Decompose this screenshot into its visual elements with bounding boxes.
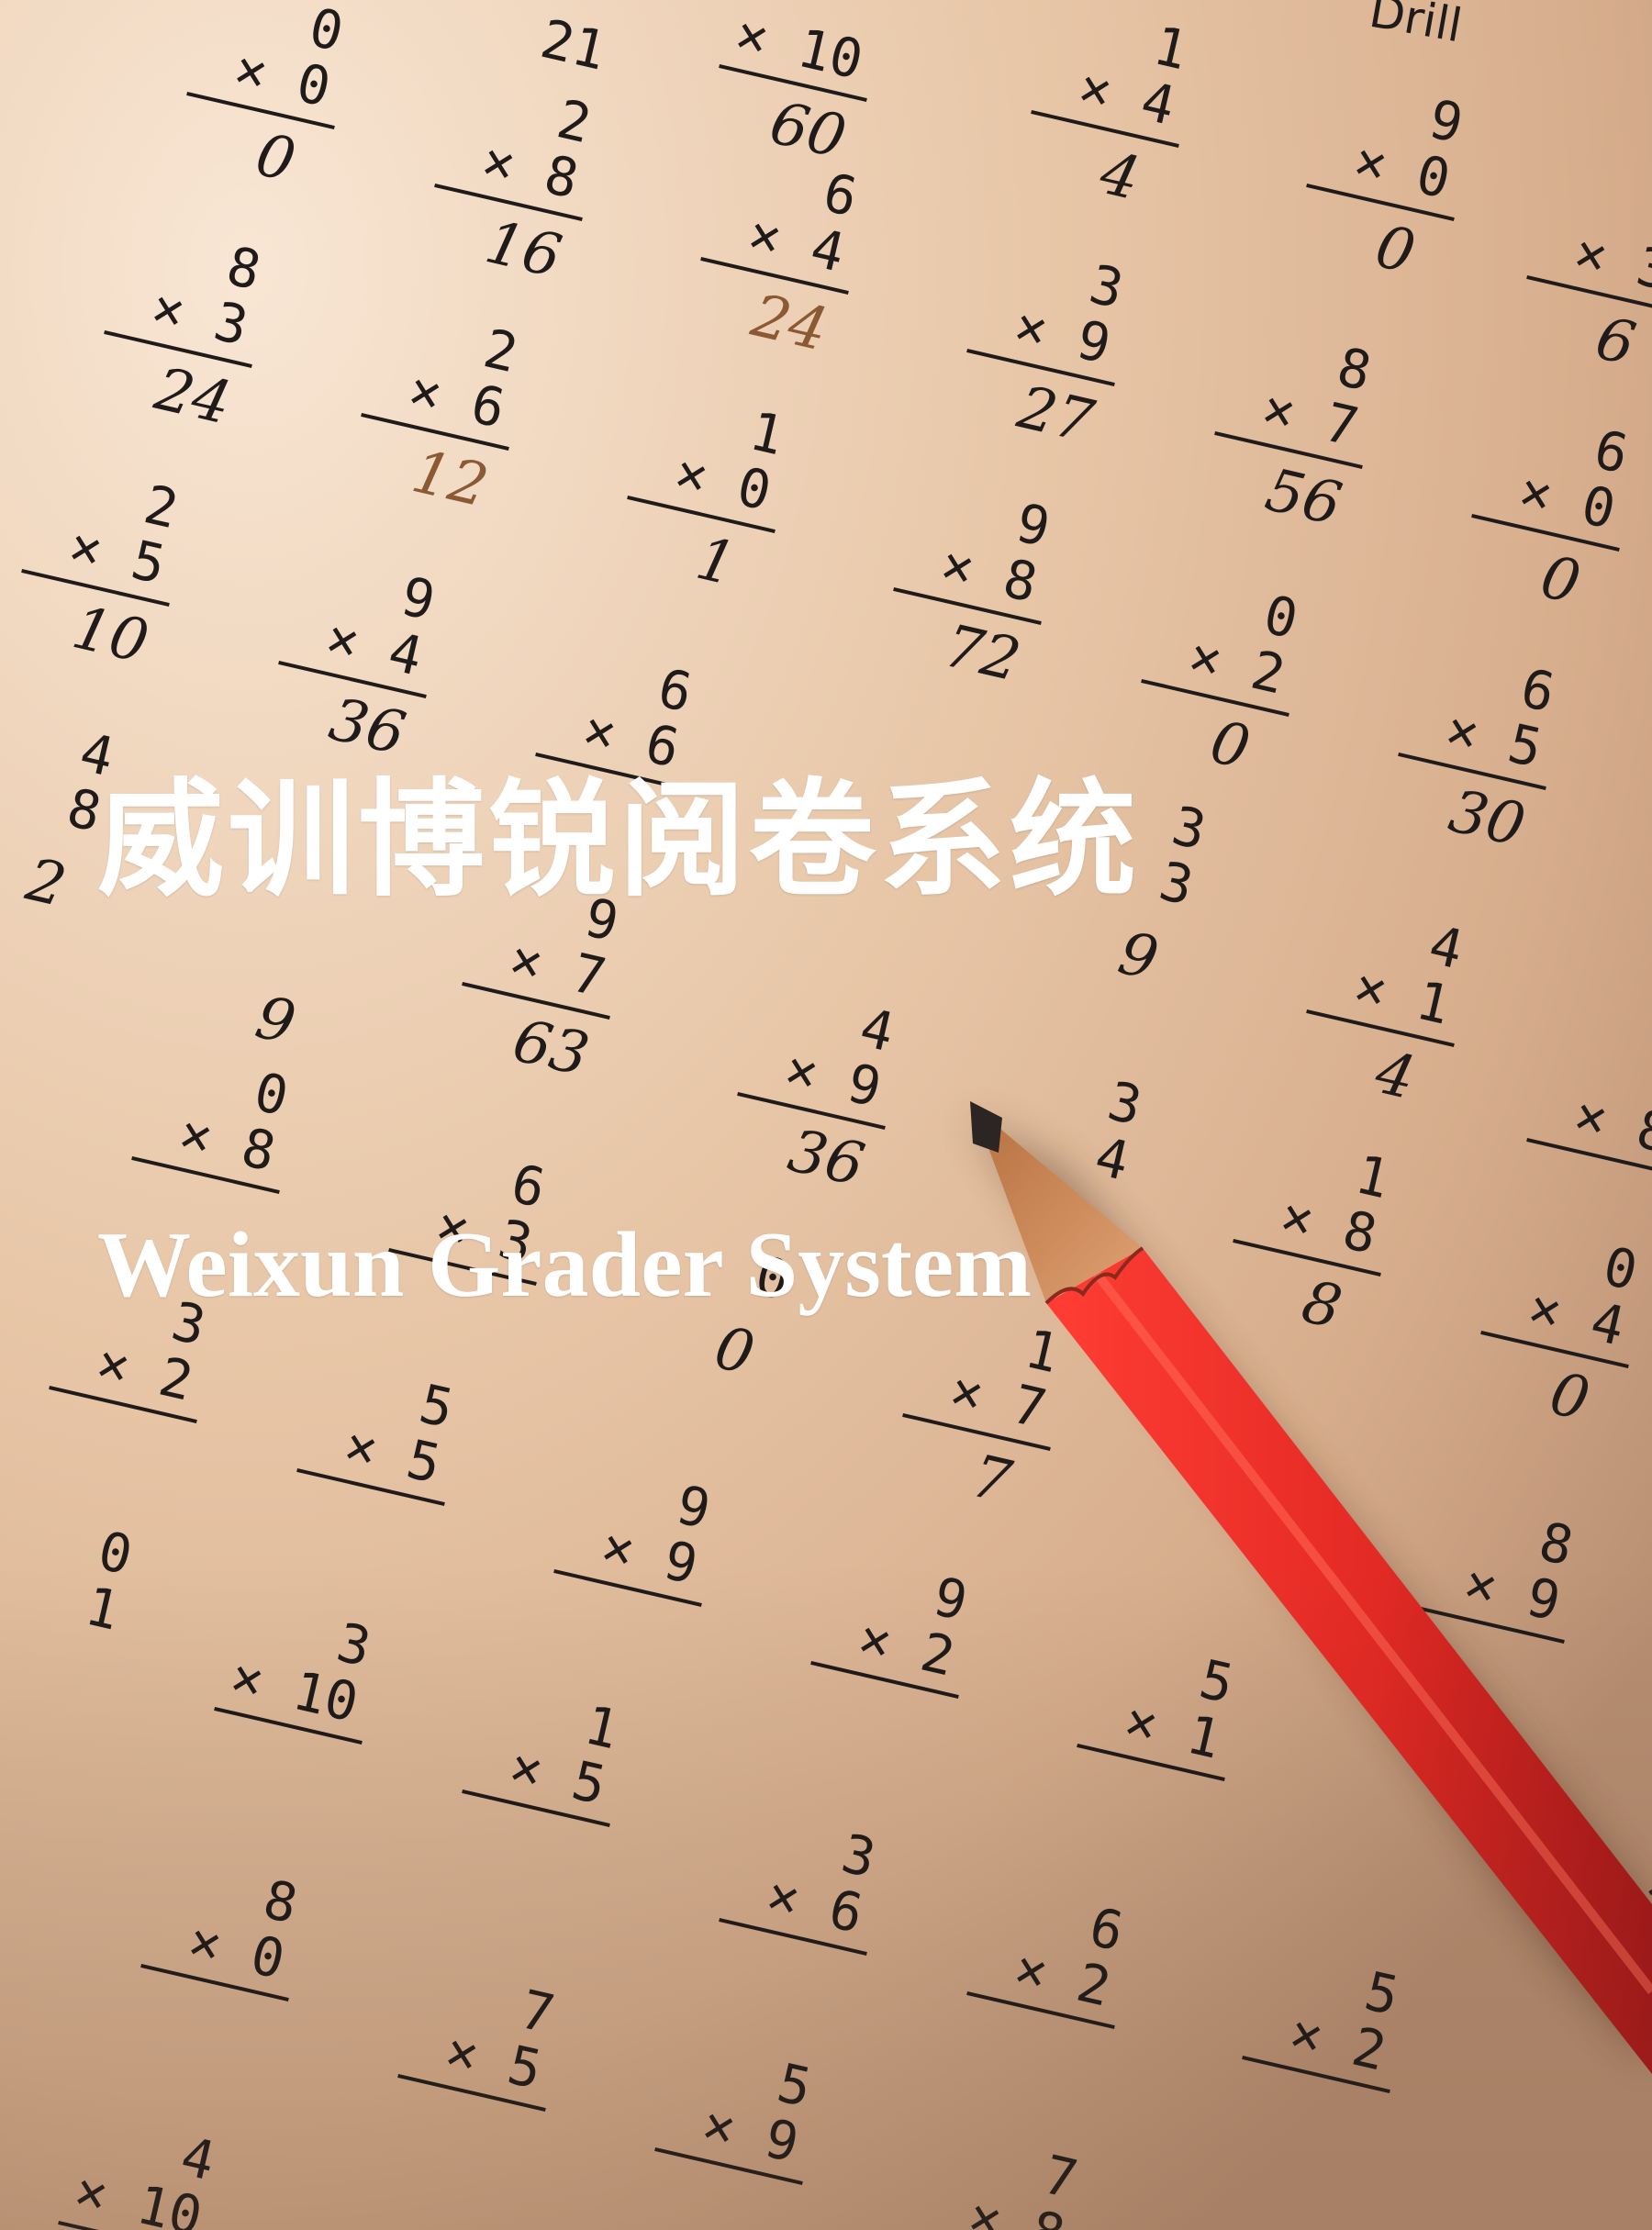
product-title-english: Weixun Grader System <box>97 1213 1032 1317</box>
product-title-chinese: 威训博锐阅卷系统 <box>97 764 1141 914</box>
